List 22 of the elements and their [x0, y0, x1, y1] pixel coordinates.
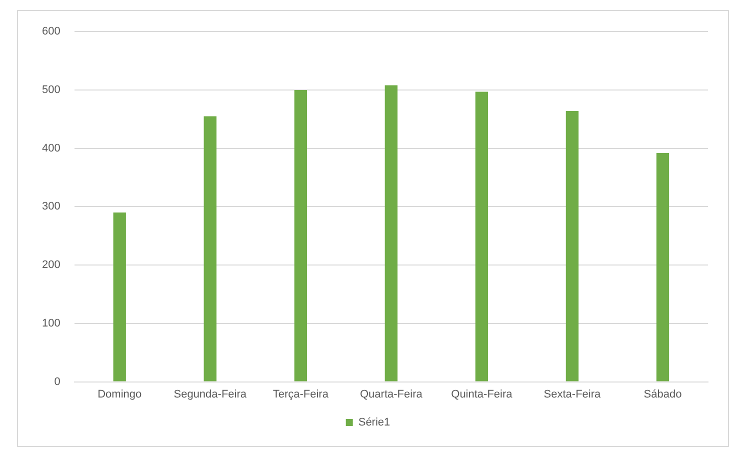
y-tick-label: 0 [54, 376, 60, 388]
x-tick-label: Quarta-Feira [360, 388, 424, 400]
bar [475, 92, 488, 382]
y-tick-label: 100 [42, 317, 60, 330]
bar [294, 90, 307, 382]
x-tick-label: Terça-Feira [272, 388, 330, 400]
bar [566, 110, 579, 382]
legend-label: Série1 [358, 416, 390, 429]
bar [113, 212, 126, 382]
y-tick-label: 600 [42, 26, 60, 38]
y-tick-label: 500 [42, 84, 60, 96]
bar [384, 85, 398, 382]
y-tick-label: 400 [42, 142, 60, 154]
x-tick-label: Domingo [98, 388, 142, 400]
bar [204, 116, 216, 382]
x-tick-label: Segunda-Feira [174, 388, 248, 400]
x-tick-label: Quinta-Feira [451, 388, 514, 400]
x-tick-label: Sábado [644, 388, 682, 400]
bar [656, 153, 670, 382]
y-tick-label: 300 [42, 200, 60, 213]
x-tick-label: Sexta-Feira [544, 388, 602, 400]
y-tick-label: 200 [42, 259, 60, 272]
